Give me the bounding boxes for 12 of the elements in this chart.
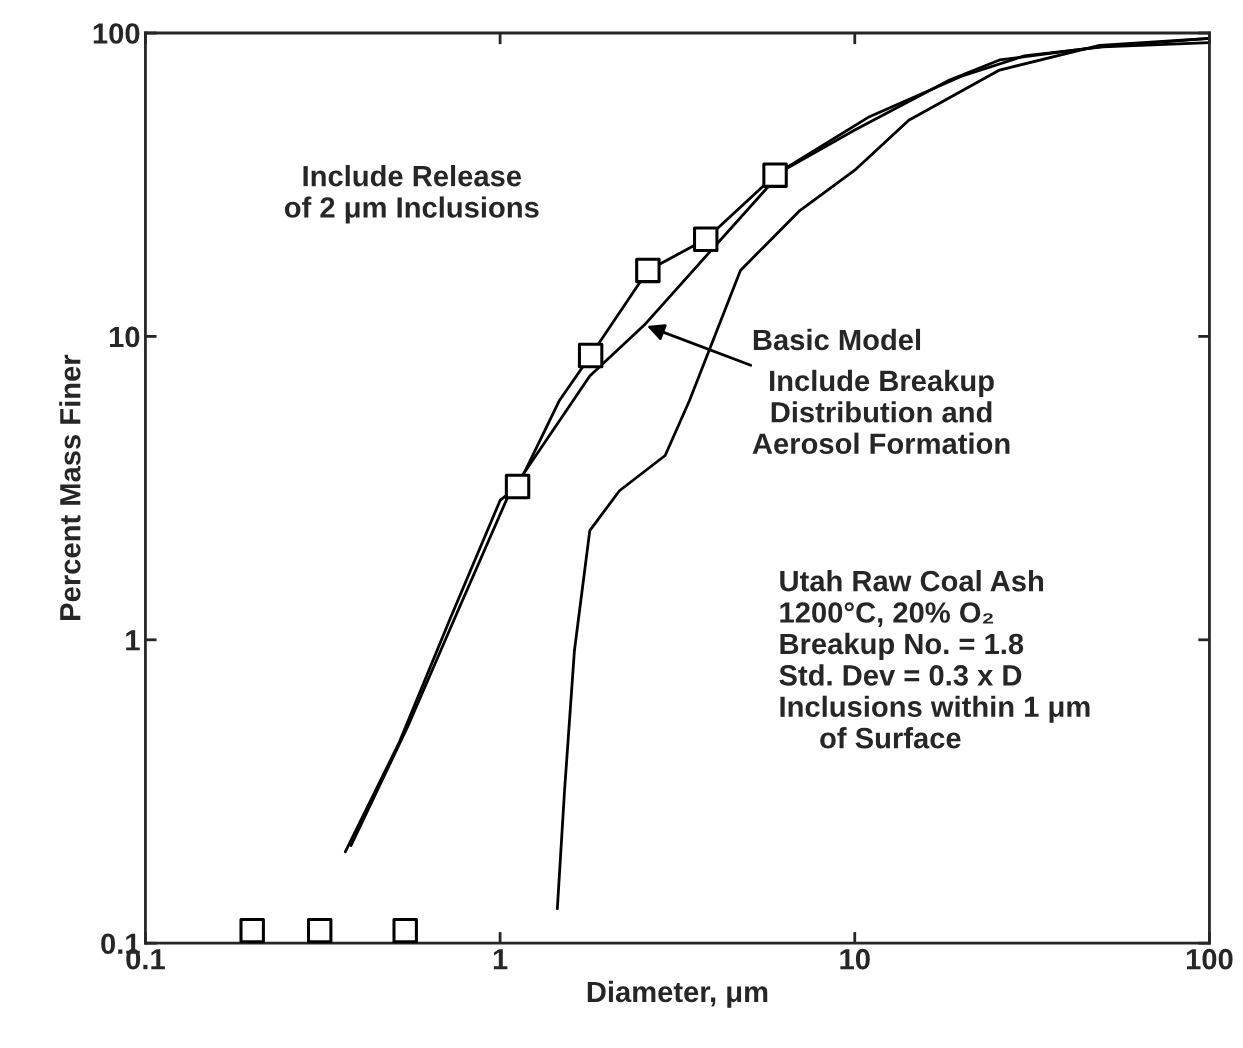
y-axis-title: Percent Mass Finer (59, 354, 81, 620)
y-tick-label: 10 (109, 326, 140, 348)
x-tick-label: 1 (493, 949, 508, 970)
x-tick-label: 100 (1186, 948, 1233, 970)
x-axis-title: Diameter, μm (587, 980, 768, 1008)
annotation: Include Release of 2 μm Inclusions (284, 164, 539, 224)
x-tick-label: 10 (840, 948, 870, 970)
annotation: Utah Raw Coal Ash 1200°C, 20% O₂ Breakup No. = 1.8 Std. Dev = 0.3 x D Inclusions within 1 μm of Surface (779, 570, 1090, 749)
annotation: Basic Model (753, 328, 921, 351)
annotation: Include Breakup Distribution and Aerosol Formation (752, 369, 1010, 455)
y-tick-label: 1 (126, 630, 140, 651)
y-tick-label: 100 (93, 23, 140, 44)
